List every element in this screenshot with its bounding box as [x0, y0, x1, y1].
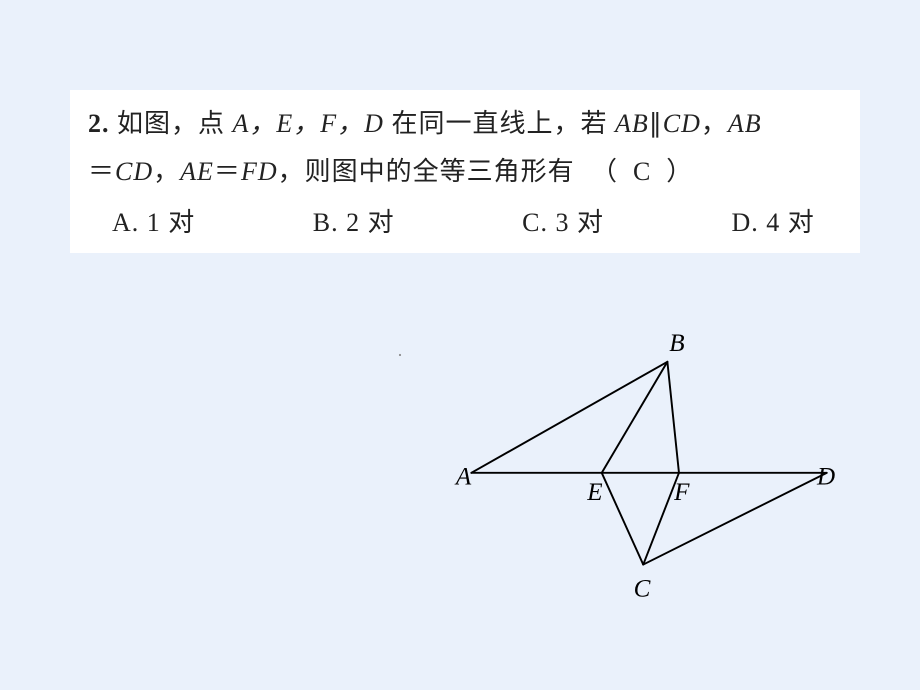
center-dot-icon: ·: [397, 345, 403, 366]
label-E: E: [586, 479, 602, 506]
points-list: A，E，F，D: [233, 109, 384, 138]
figure-svg: A E F D B C: [440, 328, 860, 608]
cond3-left: AE: [180, 157, 214, 186]
label-C: C: [634, 575, 651, 602]
option-c: C. 3 对: [522, 202, 604, 239]
cond1-right: CD: [663, 109, 701, 138]
label-F: F: [673, 479, 690, 506]
paren-right: ）: [666, 157, 693, 186]
cond1-left: AB: [615, 109, 649, 138]
question-box: 2. 如图，点 A，E，F，D 在同一直线上，若 AB∥CD，AB ＝CD，AE…: [70, 90, 860, 253]
option-a: A. 1 对: [112, 202, 195, 239]
eq-symbol: ＝: [214, 157, 241, 186]
eq-symbol: ＝: [88, 157, 115, 186]
cond2-right: CD: [115, 157, 153, 186]
question-number: 2.: [88, 109, 110, 138]
edge-A-B: [471, 362, 667, 473]
text-seg: ，则图中的全等三角形有: [278, 157, 575, 186]
text-seg: 如图，点: [117, 109, 233, 138]
answer-letter: C: [633, 157, 651, 186]
comma: ，: [153, 157, 180, 186]
cond2-left: AB: [728, 109, 762, 138]
comma: ，: [701, 109, 728, 138]
label-D: D: [816, 463, 835, 490]
label-A: A: [454, 463, 472, 490]
text-seg: 在同一直线上，若: [384, 109, 615, 138]
parallel-symbol: ∥: [649, 109, 663, 138]
edge-C-E: [602, 473, 644, 565]
option-b: B. 2 对: [313, 202, 395, 239]
options-row: A. 1 对 B. 2 对 C. 3 对 D. 4 对: [88, 202, 842, 239]
edge-B-E: [602, 362, 668, 473]
option-d: D. 4 对: [731, 202, 814, 239]
question-text: 2. 如图，点 A，E，F，D 在同一直线上，若 AB∥CD，AB ＝CD，AE…: [88, 100, 842, 196]
label-B: B: [669, 330, 684, 357]
cond3-right: FD: [241, 157, 278, 186]
edge-C-D: [643, 473, 826, 565]
answer-slot: （ C ）: [582, 148, 702, 196]
figure-edges: [471, 362, 826, 565]
paren-left: （: [591, 157, 618, 186]
edge-B-F: [667, 362, 679, 473]
geometry-figure: A E F D B C: [440, 328, 860, 608]
